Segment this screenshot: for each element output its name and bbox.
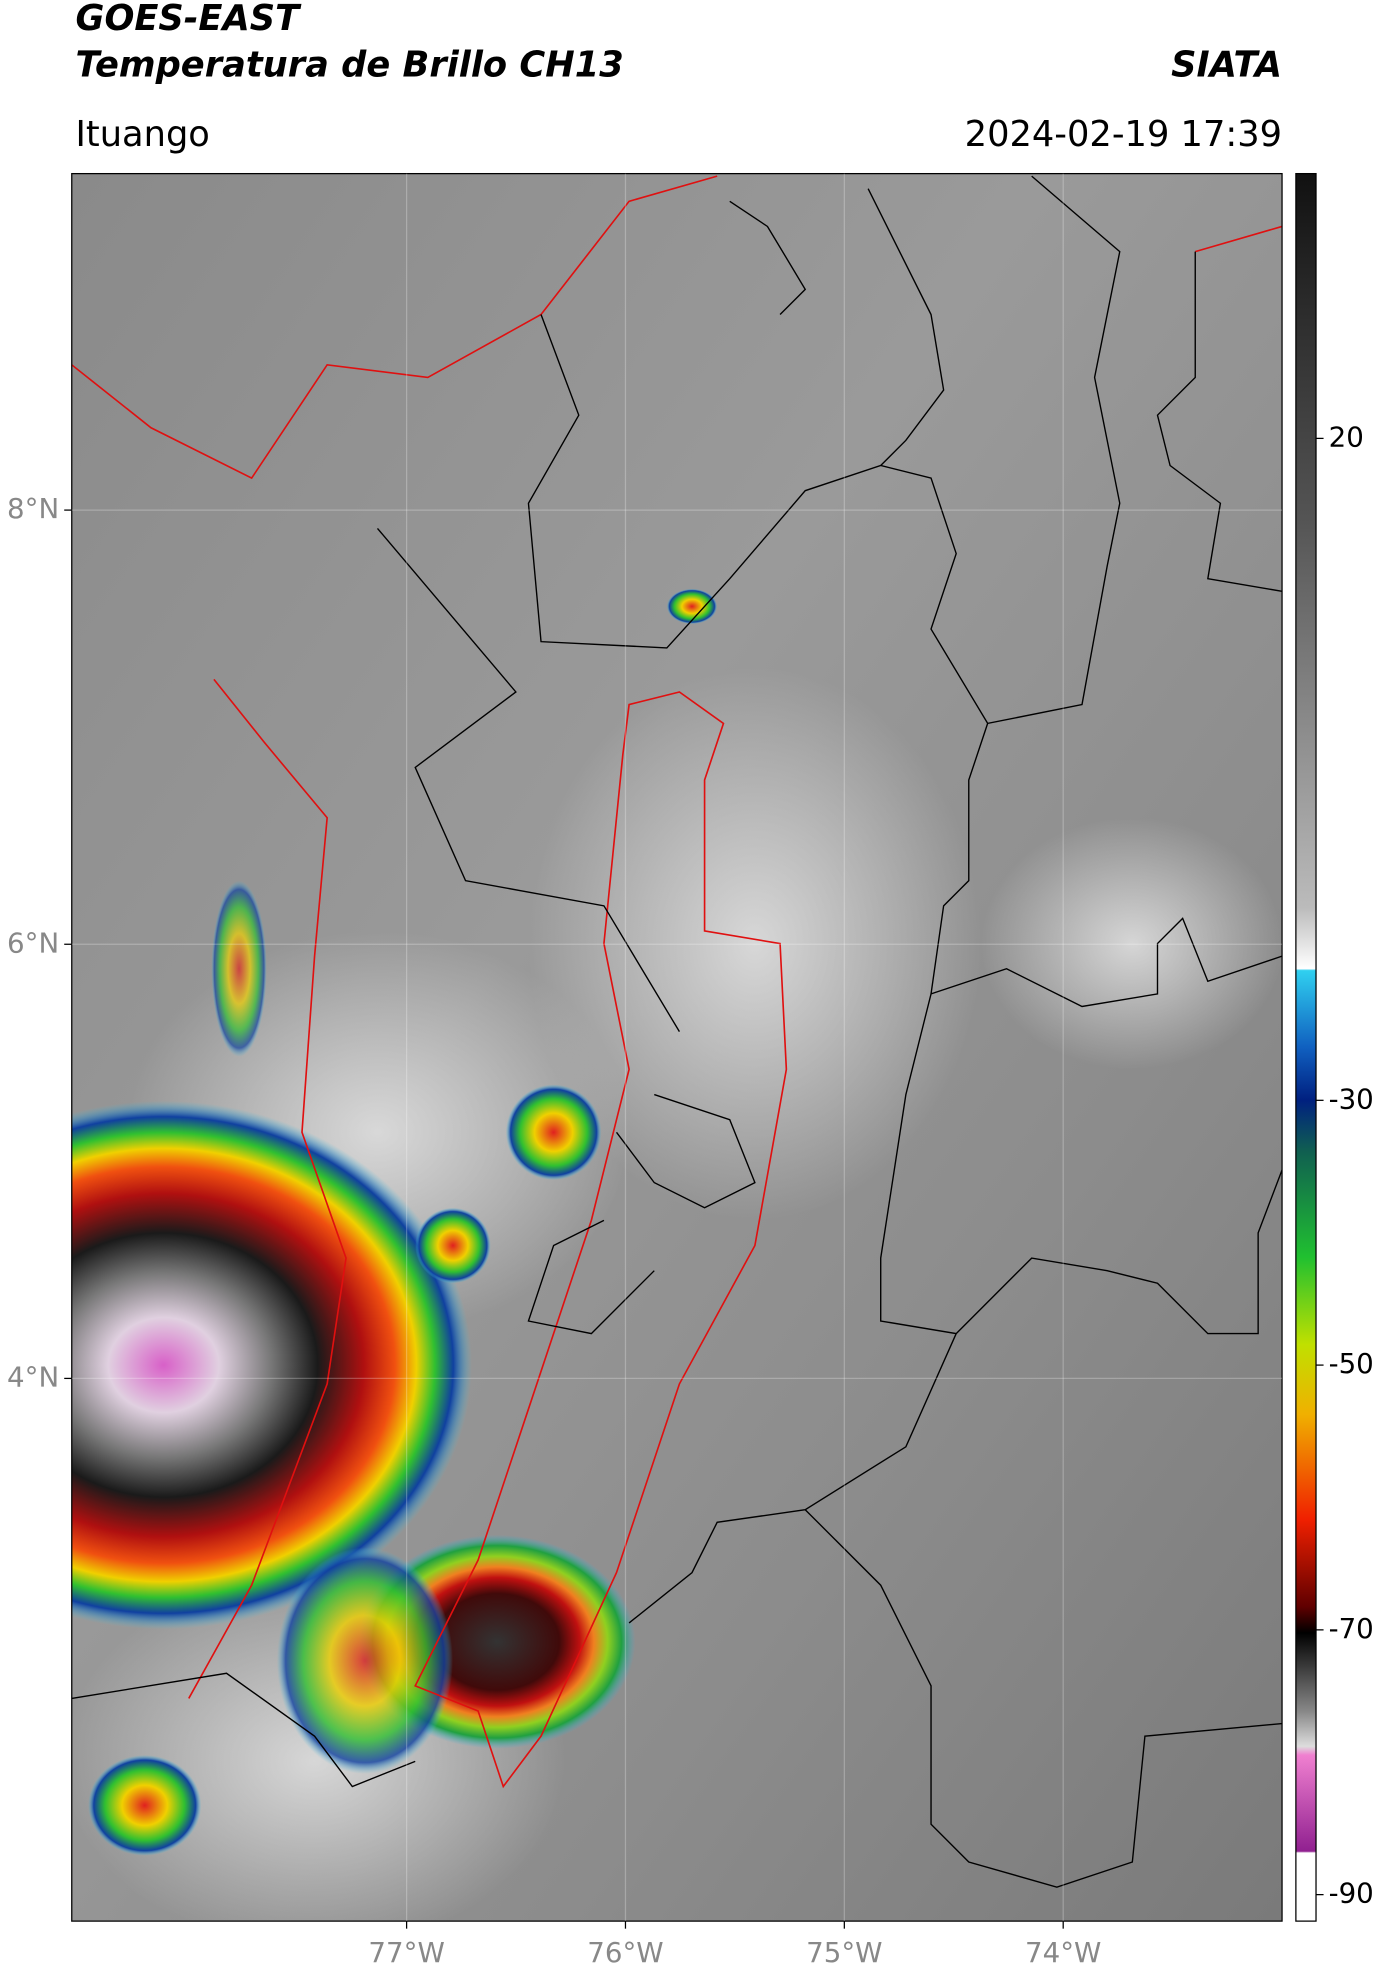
- border-red: [71, 175, 1283, 1789]
- map-frame: [71, 172, 1283, 1922]
- storm-cell: [505, 1084, 602, 1181]
- colorbar-tick-label: -90: [1329, 1877, 1374, 1910]
- x-tick-label: 76°W: [587, 1936, 663, 1969]
- cloud: [528, 666, 982, 1221]
- storm-cell: [415, 1207, 491, 1284]
- border-black: [71, 175, 1283, 1888]
- x-tick-label: 74°W: [1025, 1936, 1101, 1969]
- colorbar-tick-label: -50: [1329, 1347, 1374, 1380]
- colorbar: [1295, 172, 1317, 1922]
- x-tick-label: 77°W: [368, 1936, 444, 1969]
- storm-cell: [276, 1547, 453, 1774]
- storm-cell: [666, 588, 718, 625]
- y-tick-label: 6°N: [7, 926, 59, 959]
- storm-cell: [211, 880, 267, 1057]
- colorbar-tick-label: -70: [1329, 1612, 1374, 1645]
- storm-cell: [71, 1100, 472, 1630]
- organization: SIATA: [1171, 45, 1282, 86]
- storm-cell: [88, 1755, 202, 1856]
- subtitle: Temperatura de Brillo CH13: [76, 45, 624, 86]
- title: GOES-EAST: [76, 0, 303, 39]
- y-tick-label: 4°N: [7, 1360, 59, 1393]
- datetime: 2024-02-19 17:39: [965, 114, 1282, 155]
- x-tick-label: 75°W: [806, 1936, 882, 1969]
- colorbar-tick-label: 20: [1329, 420, 1364, 453]
- y-tick-label: 8°N: [7, 492, 59, 525]
- cloud: [981, 817, 1283, 1070]
- colorbar-tick-label: -30: [1329, 1082, 1374, 1115]
- location: Ituango: [76, 114, 210, 155]
- map-imagery: [71, 173, 1283, 1922]
